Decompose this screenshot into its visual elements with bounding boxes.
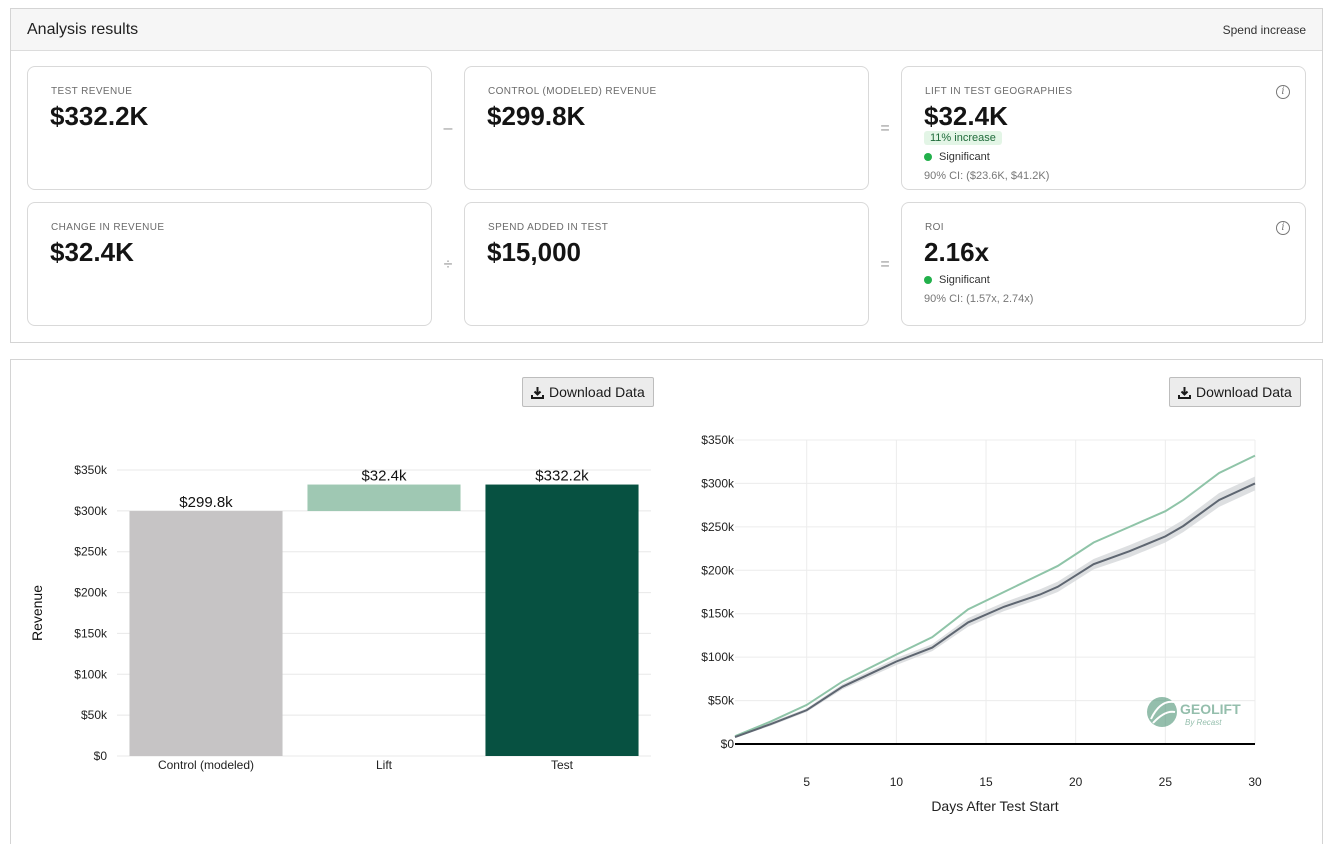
card-label: TEST REVENUE [51, 86, 133, 97]
y-tick-label: $300k [74, 504, 108, 518]
test-revenue-card: TEST REVENUE $332.2K [27, 66, 432, 190]
x-tick-label: Lift [376, 758, 393, 772]
x-tick-label: 30 [1248, 775, 1262, 789]
y-tick-label: $150k [701, 607, 735, 621]
y-tick-label: $350k [701, 433, 735, 447]
panel-title: Analysis results [27, 20, 139, 38]
y-tick-label: $50k [81, 708, 108, 722]
bar [307, 484, 461, 512]
download-data-button[interactable]: Download Data [522, 377, 654, 407]
card-label: CHANGE IN REVENUE [51, 222, 165, 233]
card-value: $15,000 [487, 237, 581, 267]
change-revenue-card: CHANGE IN REVENUE $32.4K [27, 202, 432, 326]
y-tick-label: $350k [74, 463, 108, 477]
x-tick-label: 10 [890, 775, 904, 789]
roi-card: ROI 2.16x Significant 90% CI: (1.57x, 2.… [901, 202, 1306, 326]
significance-label: Significant [939, 151, 990, 163]
y-tick-label: $200k [74, 586, 108, 600]
control-series-line [734, 482, 1256, 738]
bar [485, 484, 639, 756]
download-data-button[interactable]: Download Data [1169, 377, 1301, 407]
panel-header: Analysis results Spend increase [11, 9, 1322, 51]
significance-label: Significant [939, 274, 990, 286]
logo-name: GEOLIFT [1180, 701, 1241, 717]
card-value: 2.16x [924, 237, 990, 267]
download-data-label: Download Data [549, 384, 645, 400]
y-tick-label: $0 [721, 737, 735, 751]
x-tick-label: 15 [979, 775, 993, 789]
x-tick-label: 25 [1159, 775, 1173, 789]
y-tick-label: $150k [74, 626, 108, 640]
download-icon [1178, 386, 1191, 399]
card-value: $299.8K [487, 101, 586, 131]
status-dot-icon [924, 153, 932, 161]
card-label: LIFT IN TEST GEOGRAPHIES [925, 86, 1073, 97]
divide-operator: ÷ [443, 256, 453, 273]
y-axis-label: Revenue [29, 585, 45, 641]
y-tick-label: $50k [708, 694, 735, 708]
significance-indicator: Significant [924, 274, 990, 286]
y-tick-label: $300k [701, 476, 735, 490]
card-value: $32.4K [50, 237, 134, 267]
cumulative-revenue-line-chart: $0 $50k $100k $150k $200k $250k $300k $350k 5 10 1… [701, 433, 1262, 814]
x-tick-label: 20 [1069, 775, 1083, 789]
bar-value-label: $32.4k [361, 468, 407, 485]
card-label: CONTROL (MODELED) REVENUE [488, 86, 657, 97]
analysis-results-panel: Analysis results Spend increase TEST REV… [10, 8, 1323, 343]
y-tick-label: $100k [701, 650, 735, 664]
waterfall-bar-chart: $0 $50k $100k $150k $200k $250k $300k $350k Reve… [29, 463, 651, 772]
bar [129, 511, 283, 756]
info-icon[interactable]: i [1276, 85, 1290, 99]
y-tick-label: $100k [74, 667, 108, 681]
bar-value-label: $299.8k [179, 494, 233, 511]
logo-tagline: By Recast [1185, 718, 1222, 727]
y-tick-label: $200k [701, 563, 735, 577]
spend-added-card: SPEND ADDED IN TEST $15,000 [464, 202, 869, 326]
status-dot-icon [924, 276, 932, 284]
y-tick-label: $250k [701, 520, 735, 534]
control-revenue-card: CONTROL (MODELED) REVENUE $299.8K [464, 66, 869, 190]
x-tick-label: 5 [803, 775, 810, 789]
control-ci-band [735, 476, 1255, 738]
card-value: $332.2K [50, 101, 149, 131]
download-data-label: Download Data [1196, 384, 1292, 400]
test-series-line [734, 454, 1256, 738]
card-label: ROI [925, 222, 944, 233]
logo-mark [1147, 697, 1177, 727]
equals-operator: = [880, 120, 890, 137]
spend-increase-label: Spend increase [1222, 22, 1306, 37]
card-label: SPEND ADDED IN TEST [488, 222, 609, 233]
x-tick-label: Test [551, 758, 574, 772]
minus-operator: – [443, 120, 453, 137]
bar-value-label: $332.2k [535, 468, 589, 485]
y-tick-label: $0 [94, 749, 108, 763]
download-icon [531, 386, 544, 399]
info-icon[interactable]: i [1276, 221, 1290, 235]
card-value: $32.4K [924, 101, 1008, 131]
significance-indicator: Significant [924, 151, 990, 163]
y-tick-label: $250k [74, 545, 108, 559]
logo-leaf [1150, 700, 1176, 724]
equals-operator: = [880, 256, 890, 273]
confidence-interval: 90% CI: ($23.6K, $41.2K) [924, 170, 1050, 182]
confidence-interval: 90% CI: (1.57x, 2.74x) [924, 293, 1034, 305]
x-axis-label: Days After Test Start [931, 798, 1058, 814]
increase-badge: 11% increase [924, 131, 1002, 145]
x-tick-label: Control (modeled) [158, 758, 254, 772]
lift-card: LIFT IN TEST GEOGRAPHIES $32.4K 11% incr… [901, 66, 1306, 190]
